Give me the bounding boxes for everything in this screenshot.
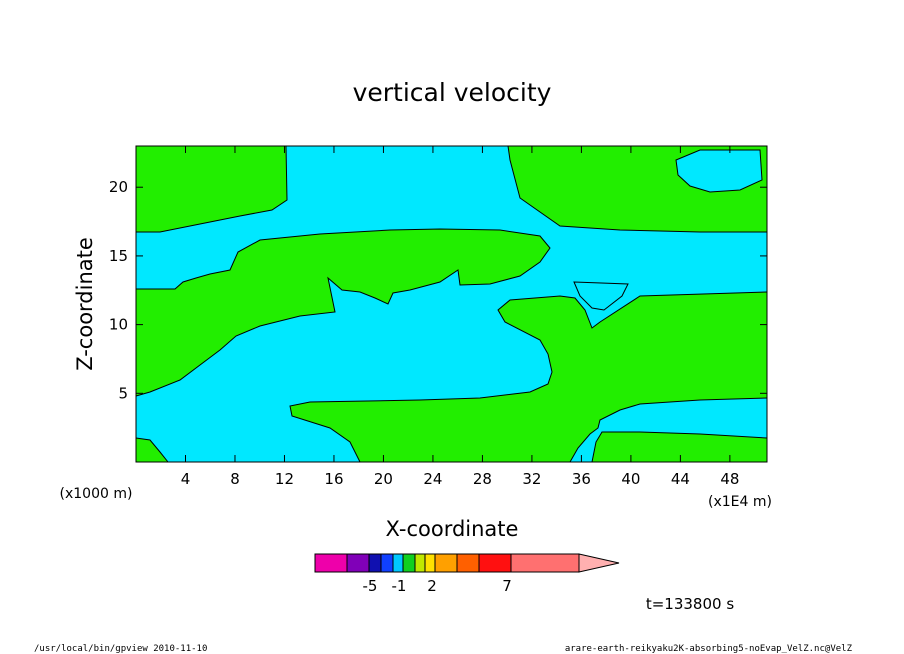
y-axis: 5 10 15 20 bbox=[109, 178, 767, 402]
x-tick-label: 40 bbox=[621, 470, 640, 488]
colorbar-swatch bbox=[424, 553, 436, 573]
colorbar: -5 -1 2 7 bbox=[314, 553, 620, 595]
colorbar-swatch bbox=[434, 553, 458, 573]
x-tick-label: 28 bbox=[473, 470, 492, 488]
x-tick-label: 48 bbox=[720, 470, 739, 488]
footer-left: /usr/local/bin/gpview 2010-11-10 bbox=[34, 644, 207, 654]
colorbar-swatch bbox=[478, 553, 512, 573]
x-tick-label: 16 bbox=[324, 470, 343, 488]
x-unit-label: (x1E4 m) bbox=[708, 494, 772, 510]
footer-right: arare-earth-reikyaku2K-absorbing5-noEvap… bbox=[565, 644, 853, 654]
positive-region-bottom-right bbox=[592, 432, 767, 462]
chart-title: vertical velocity bbox=[353, 78, 552, 107]
colorbar-label: -1 bbox=[392, 577, 407, 595]
x-tick-label: 20 bbox=[374, 470, 393, 488]
y-tick-label: 5 bbox=[118, 384, 128, 402]
plot-area bbox=[135, 145, 768, 463]
colorbar-label: 2 bbox=[427, 577, 437, 595]
colorbar-swatch bbox=[402, 553, 416, 573]
positive-region-right-middle bbox=[290, 292, 767, 462]
plot-frame bbox=[135, 145, 768, 463]
x-tick-label: 32 bbox=[522, 470, 541, 488]
contour-lines bbox=[135, 145, 768, 463]
y-tick-label: 10 bbox=[109, 316, 128, 334]
colorbar-swatch bbox=[392, 553, 404, 573]
x-tick-label: 12 bbox=[275, 470, 294, 488]
colorbar-swatch bbox=[346, 553, 370, 573]
x-axis: 4 8 12 16 20 24 28 32 36 40 44 48 bbox=[181, 146, 739, 488]
y-tick-label: 20 bbox=[109, 178, 128, 196]
colorbar-swatch bbox=[380, 553, 394, 573]
x-tick-label: 8 bbox=[230, 470, 240, 488]
colorbar-arrow bbox=[578, 553, 620, 573]
positive-region-middle-band bbox=[136, 229, 550, 396]
x-tick-label: 44 bbox=[671, 470, 690, 488]
positive-region-top-left bbox=[136, 146, 287, 232]
x-tick-label: 4 bbox=[181, 470, 191, 488]
colorbar-swatch bbox=[414, 553, 426, 573]
time-label: t=133800 s bbox=[646, 595, 734, 613]
colorbar-label: 7 bbox=[502, 577, 512, 595]
colorbar-swatch bbox=[368, 553, 382, 573]
colorbar-swatch bbox=[456, 553, 480, 573]
colorbar-label: -5 bbox=[363, 577, 378, 595]
x-tick-label: 36 bbox=[572, 470, 591, 488]
y-tick-label: 15 bbox=[109, 247, 128, 265]
colorbar-swatch bbox=[510, 553, 580, 573]
x-axis-label: X-coordinate bbox=[386, 517, 519, 541]
negative-region-top-right-pocket bbox=[676, 150, 762, 192]
y-axis-label: Z-coordinate bbox=[73, 237, 97, 371]
x-tick-label: 24 bbox=[423, 470, 442, 488]
y-unit-label: (x1000 m) bbox=[60, 486, 133, 502]
positive-region-bottom-left bbox=[136, 438, 168, 462]
colorbar-swatch bbox=[314, 553, 348, 573]
